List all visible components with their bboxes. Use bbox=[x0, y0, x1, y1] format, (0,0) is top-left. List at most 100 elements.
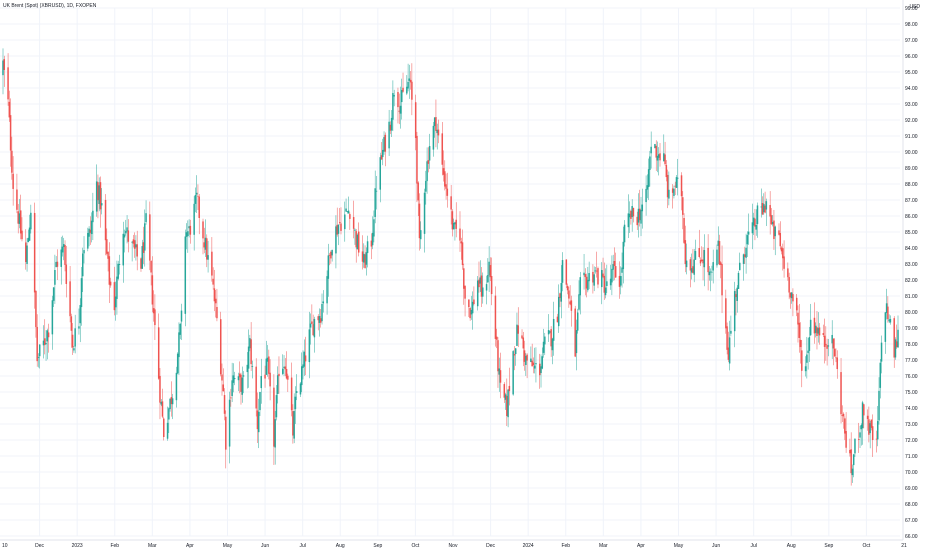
candle-body bbox=[303, 351, 306, 367]
candle-body bbox=[184, 236, 187, 314]
x-tick-label: Aug bbox=[787, 543, 796, 549]
candle-body bbox=[355, 231, 357, 248]
candle-body bbox=[150, 260, 152, 273]
candle-body bbox=[170, 397, 173, 405]
candle-body bbox=[621, 267, 623, 273]
candle-body bbox=[798, 322, 801, 338]
candle-body bbox=[328, 254, 331, 256]
candle-body bbox=[274, 419, 276, 448]
candle-body bbox=[692, 266, 694, 273]
candle-body bbox=[707, 247, 709, 273]
candle-body bbox=[207, 255, 209, 260]
candle-body bbox=[79, 305, 81, 324]
candle-body bbox=[460, 241, 463, 244]
candle-body bbox=[212, 278, 214, 285]
candle-body bbox=[720, 262, 722, 265]
x-tick-label: Nov bbox=[449, 543, 458, 549]
candle-body bbox=[11, 150, 13, 173]
candle-body bbox=[547, 330, 550, 335]
candle-body bbox=[65, 264, 68, 284]
candle-body bbox=[850, 449, 852, 474]
candle-body bbox=[309, 323, 312, 328]
candle-body bbox=[370, 240, 373, 247]
y-tick-label: 66.00 bbox=[905, 534, 918, 540]
y-tick-label: 80.00 bbox=[905, 310, 918, 316]
candle-body bbox=[365, 252, 368, 265]
candle-body bbox=[433, 117, 436, 127]
price-axis[interactable]: 66.00 67.00 68.00 69.00 70.00 71.00 72.00 73.00… bbox=[905, 6, 918, 540]
y-tick-label: 72.00 bbox=[905, 438, 918, 444]
candle-body bbox=[371, 232, 374, 246]
candle-body bbox=[611, 268, 613, 283]
candle-body bbox=[556, 316, 559, 323]
candle-body bbox=[601, 270, 603, 288]
candle-body bbox=[337, 224, 340, 234]
candle-body bbox=[676, 177, 679, 179]
y-tick-label: 92.00 bbox=[905, 118, 918, 124]
candle-body bbox=[318, 316, 321, 323]
candle-body bbox=[256, 410, 259, 430]
candle-body bbox=[322, 301, 325, 304]
candle-body bbox=[789, 292, 792, 298]
candle-body bbox=[561, 260, 564, 283]
candle-body bbox=[512, 351, 514, 395]
candle-body bbox=[287, 375, 289, 380]
candle-body bbox=[247, 346, 250, 369]
candle-body bbox=[304, 355, 307, 362]
candle-body bbox=[241, 377, 244, 395]
candle-body bbox=[259, 392, 261, 411]
candle-body bbox=[560, 283, 563, 302]
candle-body bbox=[711, 271, 713, 273]
candle-body bbox=[216, 306, 218, 319]
candle-body bbox=[366, 241, 369, 254]
candle-body bbox=[825, 343, 827, 346]
y-tick-label: 84.00 bbox=[905, 246, 918, 252]
y-tick-label: 67.00 bbox=[905, 518, 918, 524]
candle-body bbox=[523, 350, 526, 362]
candle-body bbox=[871, 426, 874, 440]
candle-body bbox=[650, 146, 652, 154]
candle-body bbox=[42, 340, 45, 346]
candle-body bbox=[213, 288, 216, 302]
candle-body bbox=[549, 331, 551, 333]
candle-body bbox=[479, 277, 481, 284]
chart-title: UK Brent (Spot) (XBRUSD), 1D, FXOPEN bbox=[3, 3, 97, 9]
candle-body bbox=[346, 211, 349, 213]
candle-body bbox=[36, 326, 38, 362]
candle-body bbox=[16, 189, 18, 210]
candle-body bbox=[451, 211, 454, 230]
candlestick-series bbox=[2, 48, 899, 486]
candle-body bbox=[495, 336, 498, 340]
candle-body bbox=[870, 419, 873, 428]
time-axis[interactable]: 10 Dec 2023 Feb Mar Apr May Jun Jul Aug Sep Oct Nov D… bbox=[2, 543, 907, 549]
candle-body bbox=[783, 256, 785, 269]
y-tick-label: 78.00 bbox=[905, 342, 918, 348]
candle-body bbox=[544, 336, 546, 345]
x-tick-label: 2024 bbox=[523, 543, 534, 549]
candle-body bbox=[790, 292, 793, 299]
candle-body bbox=[674, 185, 676, 187]
candle-body bbox=[21, 230, 23, 240]
candle-body bbox=[690, 268, 693, 273]
candle-body bbox=[319, 318, 322, 323]
candle-body bbox=[33, 212, 36, 293]
candle-body bbox=[503, 384, 506, 398]
candle-body bbox=[699, 259, 702, 264]
candle-body bbox=[763, 204, 765, 213]
candle-body bbox=[504, 394, 507, 400]
candle-body bbox=[680, 175, 683, 197]
candle-body bbox=[841, 414, 844, 416]
candle-body bbox=[552, 318, 555, 341]
candle-body bbox=[179, 323, 181, 335]
candle-body bbox=[238, 373, 241, 378]
y-tick-label: 99.00 bbox=[905, 6, 918, 12]
candle-body bbox=[38, 344, 41, 357]
candle-body bbox=[347, 210, 350, 214]
candle-body bbox=[557, 296, 560, 327]
candle-body bbox=[175, 372, 178, 401]
candle-body bbox=[639, 208, 641, 221]
candle-body bbox=[416, 135, 418, 184]
candle-body bbox=[45, 342, 47, 345]
candle-body bbox=[302, 364, 304, 369]
